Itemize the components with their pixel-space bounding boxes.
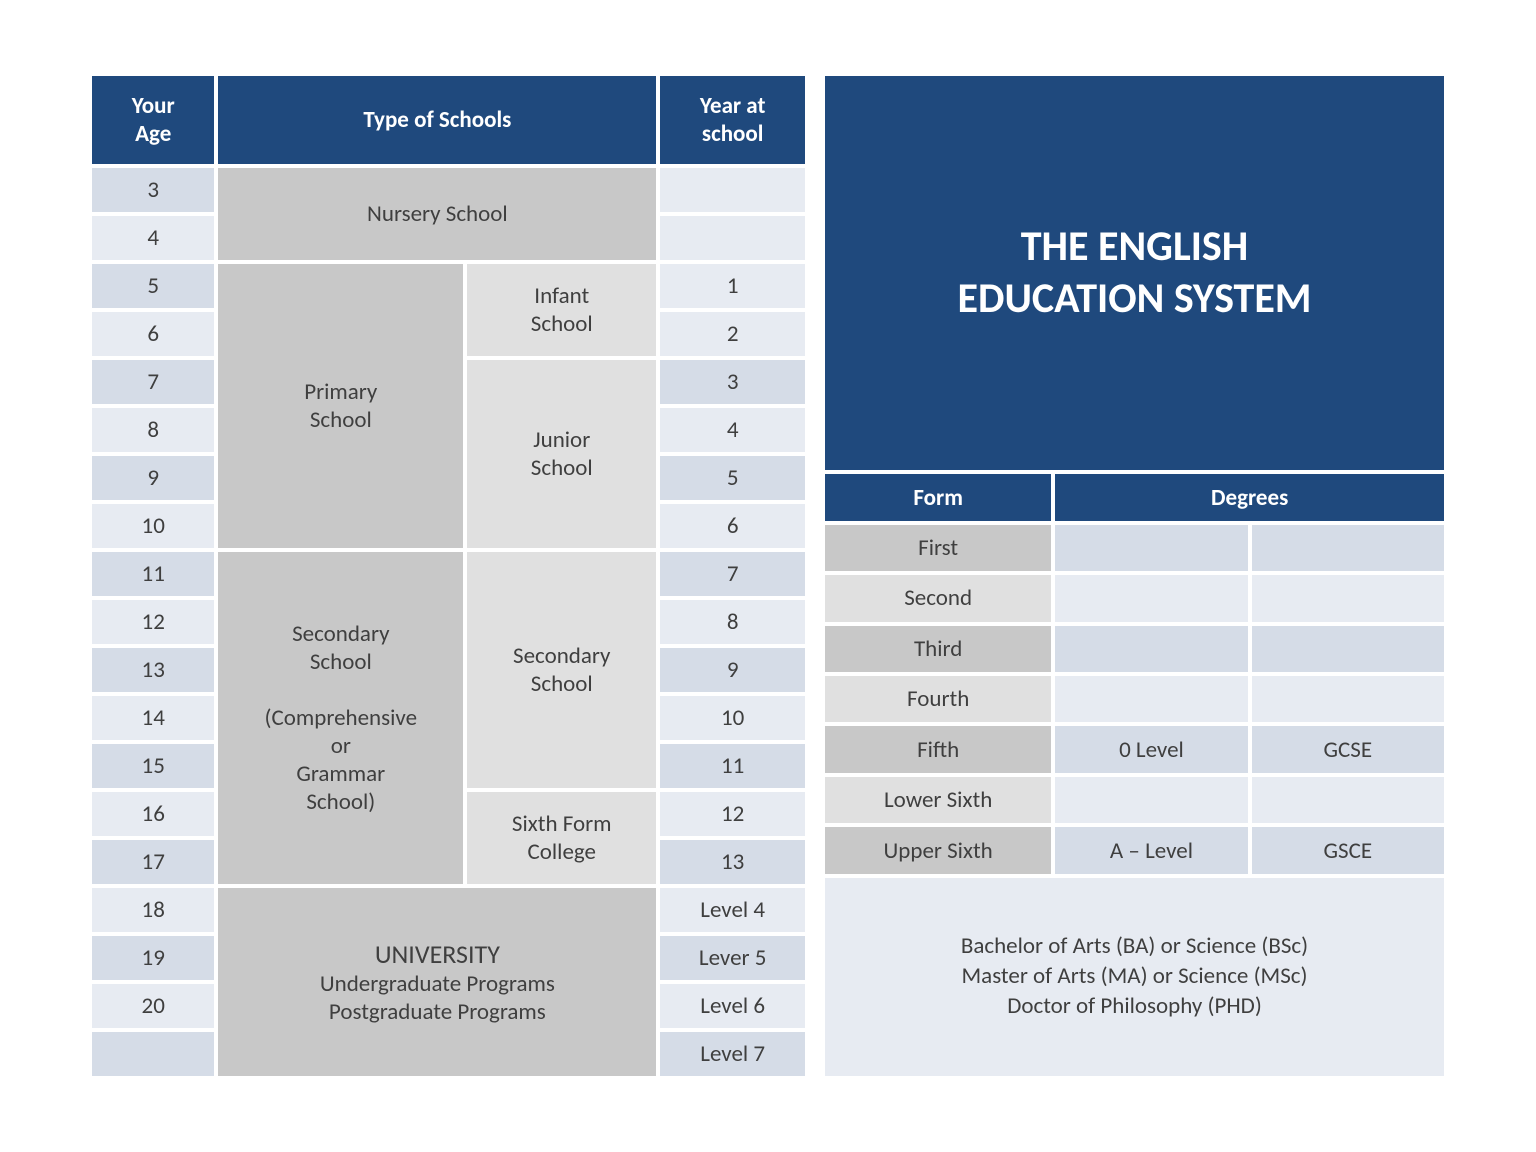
- age-cell-empty: [92, 1032, 214, 1076]
- school-university: UNIVERSITY Undergraduate Programs Postgr…: [218, 888, 656, 1076]
- year-cell: Lever 5: [660, 936, 805, 980]
- year-cell-empty: [660, 216, 805, 260]
- degree-cell-empty: [1252, 525, 1444, 571]
- degree-cell-empty: [1252, 676, 1444, 722]
- header-year: Year at school: [660, 76, 805, 164]
- form-cell: Upper Sixth: [825, 827, 1051, 873]
- uni-postgrad: Postgraduate Programs: [224, 998, 650, 1026]
- degree-cell-empty: [1055, 525, 1247, 571]
- age-cell: 11: [92, 552, 214, 596]
- year-cell: 9: [660, 648, 805, 692]
- degree-alevel: A – Level: [1055, 827, 1247, 873]
- title-line-2: EDUCATION SYSTEM: [831, 273, 1438, 326]
- form-cell: Second: [825, 575, 1051, 621]
- year-cell: Level 6: [660, 984, 805, 1028]
- header-form: Form: [825, 474, 1051, 520]
- age-cell: 7: [92, 360, 214, 404]
- header-type: Type of Schools: [218, 76, 656, 164]
- age-cell: 19: [92, 936, 214, 980]
- degree-cell-empty: [1055, 676, 1247, 722]
- degree-gcse: GCSE: [1252, 726, 1444, 772]
- uni-undergrad: Undergraduate Programs: [224, 970, 650, 998]
- form-cell: Third: [825, 626, 1051, 672]
- school-secondary-right: Secondary School: [467, 552, 656, 788]
- year-cell: 5: [660, 456, 805, 500]
- age-cell: 10: [92, 504, 214, 548]
- uni-degree-phd: Doctor of Philosophy (PHD): [831, 992, 1438, 1022]
- title-block: THE ENGLISH EDUCATION SYSTEM: [825, 76, 1444, 470]
- age-cell: 20: [92, 984, 214, 1028]
- form-cell: Fifth: [825, 726, 1051, 772]
- degree-cell-empty: [1252, 777, 1444, 823]
- form-cell: Fourth: [825, 676, 1051, 722]
- title-line-1: THE ENGLISH: [831, 221, 1438, 274]
- age-cell: 4: [92, 216, 214, 260]
- year-cell: 2: [660, 312, 805, 356]
- age-cell: 14: [92, 696, 214, 740]
- degree-olevel: 0 Level: [1055, 726, 1247, 772]
- year-cell: 7: [660, 552, 805, 596]
- school-primary: Primary School: [218, 264, 463, 548]
- education-table-left: Your Age Type of Schools Year at school …: [88, 72, 809, 1080]
- year-cell: 8: [660, 600, 805, 644]
- year-cell: 10: [660, 696, 805, 740]
- year-cell: Level 7: [660, 1032, 805, 1076]
- header-degrees: Degrees: [1055, 474, 1444, 520]
- school-nursery: Nursery School: [218, 168, 656, 260]
- degree-gsce: GSCE: [1252, 827, 1444, 873]
- school-infant: Infant School: [467, 264, 656, 356]
- year-cell: 1: [660, 264, 805, 308]
- age-cell: 9: [92, 456, 214, 500]
- age-cell: 17: [92, 840, 214, 884]
- uni-degree-ma: Master of Arts (MA) or Science (MSc): [831, 962, 1438, 992]
- form-cell: First: [825, 525, 1051, 571]
- age-cell: 13: [92, 648, 214, 692]
- age-cell: 8: [92, 408, 214, 452]
- university-degrees: Bachelor of Arts (BA) or Science (BSc) M…: [825, 878, 1444, 1076]
- school-secondary-left: Secondary School (Comprehensive or Gramm…: [218, 552, 463, 884]
- uni-title: UNIVERSITY: [224, 938, 650, 970]
- age-cell: 5: [92, 264, 214, 308]
- age-cell: 18: [92, 888, 214, 932]
- uni-degree-ba: Bachelor of Arts (BA) or Science (BSc): [831, 932, 1438, 962]
- year-cell: 11: [660, 744, 805, 788]
- school-sixth-form: Sixth Form College: [467, 792, 656, 884]
- age-cell: 6: [92, 312, 214, 356]
- degree-cell-empty: [1252, 575, 1444, 621]
- year-cell-empty: [660, 168, 805, 212]
- year-cell: 4: [660, 408, 805, 452]
- year-cell: 12: [660, 792, 805, 836]
- year-cell: 13: [660, 840, 805, 884]
- school-junior: Junior School: [467, 360, 656, 548]
- year-cell: Level 4: [660, 888, 805, 932]
- year-cell: 6: [660, 504, 805, 548]
- education-table-right: THE ENGLISH EDUCATION SYSTEM Form Degree…: [821, 72, 1448, 1080]
- degree-cell-empty: [1055, 777, 1247, 823]
- degree-cell-empty: [1055, 575, 1247, 621]
- age-cell: 3: [92, 168, 214, 212]
- header-age: Your Age: [92, 76, 214, 164]
- form-cell: Lower Sixth: [825, 777, 1051, 823]
- age-cell: 12: [92, 600, 214, 644]
- age-cell: 16: [92, 792, 214, 836]
- age-cell: 15: [92, 744, 214, 788]
- year-cell: 3: [660, 360, 805, 404]
- degree-cell-empty: [1252, 626, 1444, 672]
- degree-cell-empty: [1055, 626, 1247, 672]
